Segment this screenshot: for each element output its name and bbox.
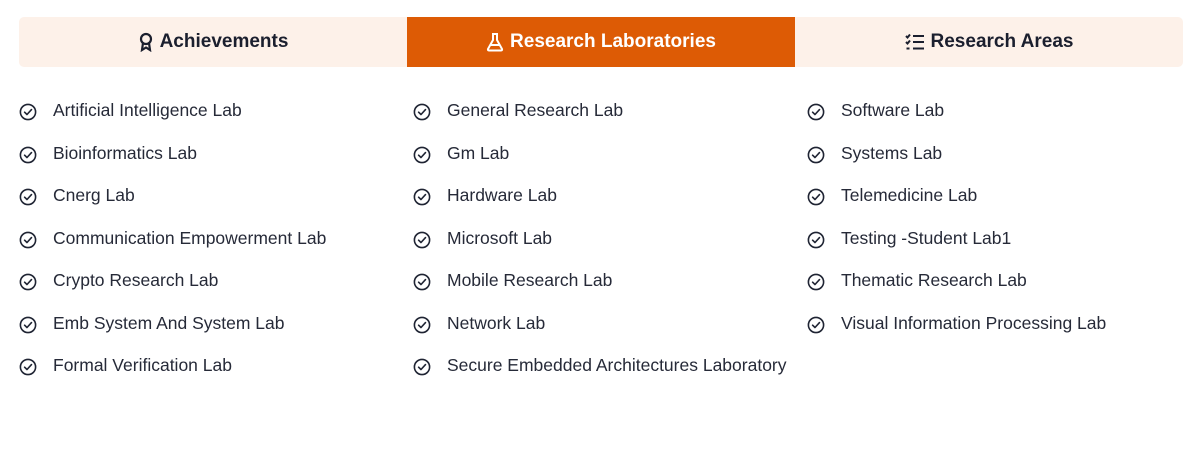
lab-list-item: Crypto Research Lab xyxy=(19,267,413,294)
lab-list-item: Systems Lab xyxy=(807,140,1183,167)
lab-name: Software Lab xyxy=(841,100,945,120)
check-circle-icon xyxy=(19,357,37,376)
lab-name: Emb System And System Lab xyxy=(53,312,285,333)
check-circle-icon xyxy=(413,187,431,206)
tab-bar: Achievements Research Laboratories Resea… xyxy=(19,17,1183,67)
labs-column-2: General Research Lab Gm Lab Hardware Lab Mi… xyxy=(413,97,807,395)
lab-name: Communication Empowerment Lab xyxy=(53,227,327,248)
tab-achievements[interactable]: Achievements xyxy=(19,17,407,67)
lab-name: Thematic Research Lab xyxy=(841,270,1027,290)
lab-list-item: Gm Lab xyxy=(413,140,807,167)
tab-research-laboratories[interactable]: Research Laboratories xyxy=(407,17,795,67)
check-circle-icon xyxy=(19,272,37,291)
lab-list-item: Testing -Student Lab1 xyxy=(807,225,1183,252)
award-ribbon-icon xyxy=(138,32,154,52)
lab-list-item: Artificial Intelligence Lab xyxy=(19,97,413,124)
lab-name: Systems Lab xyxy=(841,142,943,163)
lab-name: Formal Verification Lab xyxy=(53,355,232,375)
lab-name: Crypto Research Lab xyxy=(53,270,219,290)
lab-name: Hardware Lab xyxy=(447,185,557,205)
lab-list-item: Secure Embedded Architectures Laboratory xyxy=(413,352,807,379)
tab-achievements-label: Achievements xyxy=(159,31,289,52)
lab-list-item: Bioinformatics Lab xyxy=(19,140,413,167)
lab-list-item: Network Lab xyxy=(413,310,807,337)
check-circle-icon xyxy=(413,230,431,248)
check-circle-icon xyxy=(19,187,37,206)
check-circle-icon xyxy=(807,272,825,291)
lab-list-item: Communication Empowerment Lab xyxy=(19,225,413,252)
check-circle-icon xyxy=(19,145,37,163)
check-circle-icon xyxy=(807,315,825,333)
tab-research-laboratories-label: Research Laboratories xyxy=(510,31,716,52)
check-circle-icon xyxy=(413,145,431,163)
labs-list: Artificial Intelligence Lab Bioinformatic… xyxy=(19,97,1183,395)
lab-list-item: Cnerg Lab xyxy=(19,182,413,209)
lab-list-item: Visual Information Processing Lab xyxy=(807,310,1183,337)
lab-name: Network Lab xyxy=(447,312,546,333)
labs-column-1: Artificial Intelligence Lab Bioinformatic… xyxy=(19,97,413,395)
lab-list-item: Emb System And System Lab xyxy=(19,310,413,337)
lab-name: Testing -Student Lab1 xyxy=(841,227,1012,248)
lab-list-item: Hardware Lab xyxy=(413,182,807,209)
lab-name: Telemedicine Lab xyxy=(841,185,978,205)
lab-list-item: Formal Verification Lab xyxy=(19,352,413,379)
check-circle-icon xyxy=(413,102,431,121)
lab-list-item: Telemedicine Lab xyxy=(807,182,1183,209)
check-circle-icon xyxy=(19,102,37,121)
check-circle-icon xyxy=(19,315,37,333)
lab-name: Bioinformatics Lab xyxy=(53,142,197,163)
lab-list-item: General Research Lab xyxy=(413,97,807,124)
tab-research-areas-label: Research Areas xyxy=(930,31,1074,52)
lab-name: Cnerg Lab xyxy=(53,185,135,205)
check-circle-icon xyxy=(19,230,37,248)
lab-name: Visual Information Processing Lab xyxy=(841,312,1107,333)
check-circle-icon xyxy=(413,272,431,291)
lab-name: Secure Embedded Architectures Laboratory xyxy=(447,355,787,375)
check-circle-icon xyxy=(807,230,825,248)
check-circle-icon xyxy=(807,102,825,121)
check-circle-icon xyxy=(413,357,431,376)
lab-name: Mobile Research Lab xyxy=(447,270,613,290)
checklist-icon xyxy=(904,33,925,51)
lab-list-item: Software Lab xyxy=(807,97,1183,124)
tab-research-areas[interactable]: Research Areas xyxy=(795,17,1183,67)
check-circle-icon xyxy=(807,145,825,163)
check-circle-icon xyxy=(807,187,825,206)
lab-name: Microsoft Lab xyxy=(447,227,553,248)
lab-name: Artificial Intelligence Lab xyxy=(53,100,242,120)
lab-list-item: Microsoft Lab xyxy=(413,225,807,252)
lab-list-item: Thematic Research Lab xyxy=(807,267,1183,294)
lab-name: General Research Lab xyxy=(447,100,624,120)
check-circle-icon xyxy=(413,315,431,333)
lab-list-item: Mobile Research Lab xyxy=(413,267,807,294)
labs-column-3: Software Lab Systems Lab Telemedicine Lab T… xyxy=(807,97,1183,395)
lab-name: Gm Lab xyxy=(447,142,510,163)
flask-icon xyxy=(486,32,504,52)
